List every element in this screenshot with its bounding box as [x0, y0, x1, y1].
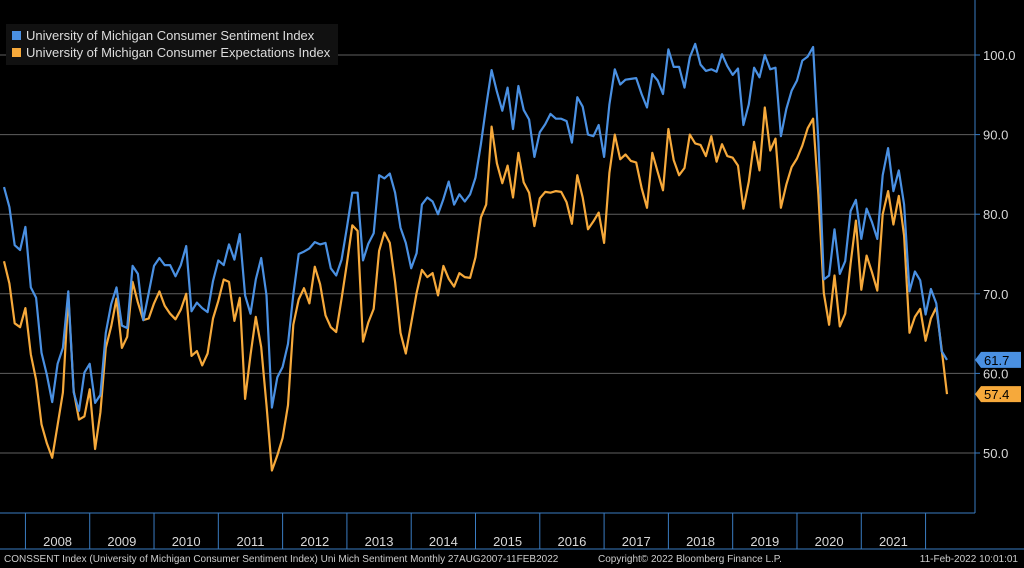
expectations-last-value: 57.4 — [984, 387, 1009, 402]
y-tick-label: 90.0 — [983, 128, 1008, 143]
sentiment-last-value: 61.7 — [984, 353, 1009, 368]
sentiment-series-line — [2, 42, 948, 412]
footer-source: CONSSENT Index (University of Michigan C… — [4, 554, 559, 565]
x-tick-label: 2011 — [236, 534, 264, 549]
expectations-swatch — [12, 48, 21, 57]
footer-timestamp: 11-Feb-2022 10:01:01 — [919, 554, 1018, 565]
legend-label-expectations: University of Michigan Consumer Expectat… — [26, 45, 331, 60]
x-tick-label: 2009 — [107, 534, 136, 549]
x-tick-label: 2014 — [429, 534, 458, 549]
expectations-last-value-tag — [975, 386, 1021, 403]
sentiment-swatch — [12, 31, 21, 40]
legend-item-expectations: University of Michigan Consumer Expectat… — [12, 44, 330, 61]
legend-label-sentiment: University of Michigan Consumer Sentimen… — [26, 28, 315, 43]
x-tick-label: 2008 — [43, 534, 72, 549]
x-tick-label: 2010 — [172, 534, 201, 549]
expectations-series-line — [2, 106, 949, 472]
chart-footer: CONSSENT Index (University of Michigan C… — [0, 551, 1024, 568]
x-tick-label: 2021 — [879, 534, 908, 549]
x-tick-label: 2012 — [300, 534, 329, 549]
x-tick-label: 2018 — [686, 534, 715, 549]
y-tick-label: 100.0 — [983, 48, 1016, 63]
x-tick-label: 2013 — [365, 534, 394, 549]
footer-copyright: Copyright© 2022 Bloomberg Finance L.P. — [598, 554, 782, 565]
x-tick-label: 2020 — [815, 534, 844, 549]
sentiment-last-value-tag — [975, 351, 1021, 368]
y-tick-label: 50.0 — [983, 446, 1008, 461]
legend-item-sentiment: University of Michigan Consumer Sentimen… — [12, 27, 330, 44]
chart-legend: University of Michigan Consumer Sentimen… — [6, 24, 339, 65]
x-tick-label: 2019 — [750, 534, 779, 549]
y-tick-label: 70.0 — [983, 287, 1008, 302]
x-tick-label: 2016 — [557, 534, 586, 549]
y-tick-label: 60.0 — [983, 366, 1008, 381]
x-tick-label: 2017 — [622, 534, 651, 549]
y-tick-label: 80.0 — [983, 207, 1008, 222]
x-tick-label: 2015 — [493, 534, 522, 549]
